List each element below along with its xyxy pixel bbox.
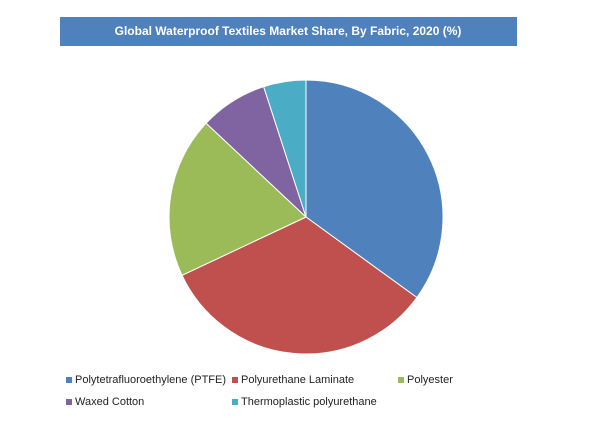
legend-swatch: [232, 399, 238, 405]
pie-slice: [305, 79, 444, 299]
legend-label: Thermoplastic polyurethane: [241, 396, 377, 408]
legend-label: Polytetrafluoroethylene (PTFE): [75, 374, 226, 386]
legend-swatch: [66, 399, 72, 405]
legend-label: Polyester: [407, 374, 453, 386]
chart-title: Global Waterproof Textiles Market Share,…: [115, 24, 462, 38]
legend-swatch: [398, 377, 404, 383]
pie-slice: [168, 122, 307, 276]
title-banner: [60, 17, 517, 46]
legend-swatch: [232, 377, 238, 383]
pie-slice: [181, 216, 418, 355]
pie-slice: [263, 79, 307, 218]
legend-label: Polyurethane Laminate: [241, 374, 354, 386]
legend-swatch: [66, 377, 72, 383]
legend-label: Waxed Cotton: [75, 396, 144, 408]
